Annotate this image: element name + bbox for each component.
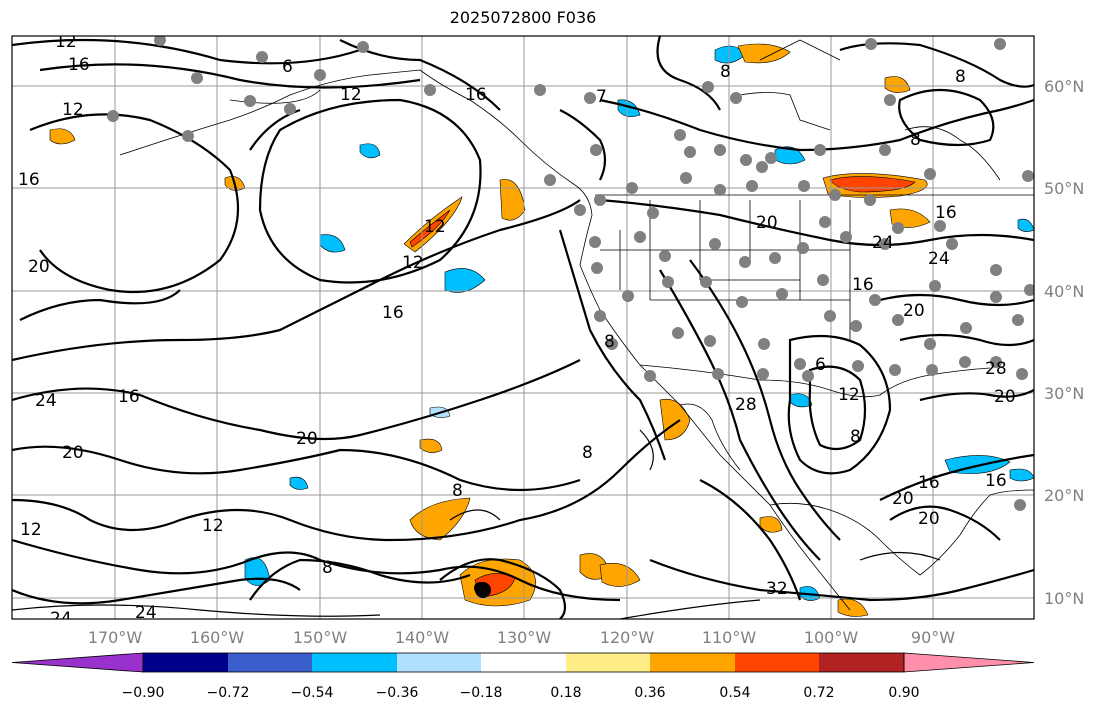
lon-tick-labels: 170°W 160°W 150°W 140°W 130°W 120°W 110°… [88, 628, 955, 647]
contour-label: 20 [918, 509, 940, 529]
colorbar-tick-label: −0.90 [122, 685, 165, 701]
contour-label: 16 [382, 303, 404, 323]
contour-label: 32 [766, 579, 788, 599]
contour-label: 8 [322, 558, 333, 578]
lon-tick-label: 110°W [702, 628, 757, 647]
contour-label: 16 [118, 387, 140, 407]
colorbar-segment [397, 653, 481, 672]
colorbar-tick-labels: −0.90 −0.72 −0.54 −0.36 −0.18 0.18 0.36 … [122, 685, 920, 701]
contour-label: 24 [872, 233, 894, 253]
contour-label: 28 [735, 395, 757, 415]
contour-label: 6 [282, 57, 293, 77]
contour-label: 20 [756, 213, 778, 233]
colorbar-tick-label: 0.36 [634, 685, 665, 701]
lon-tick-label: 120°W [600, 628, 655, 647]
contour-label: 12 [62, 100, 84, 120]
colorbar-tick-label: 0.72 [803, 685, 834, 701]
contour-label: 20 [892, 489, 914, 509]
colorbar-tick-label: 0.90 [888, 685, 919, 701]
colorbar-segment [566, 653, 650, 672]
contour-label: 8 [720, 62, 731, 82]
contour-label: 6 [815, 355, 826, 375]
contour-label: 7 [596, 87, 607, 107]
contour-label: 16 [68, 55, 90, 75]
colorbar-segment [735, 653, 819, 672]
lat-tick-label: 30°N [1044, 384, 1084, 403]
contour-label: 20 [28, 257, 50, 277]
contour-label: 16 [985, 471, 1007, 491]
contour-label: 24 [35, 391, 57, 411]
lat-tick-label: 50°N [1044, 179, 1084, 198]
contour-label: 20 [994, 387, 1016, 407]
contour-label: 16 [852, 275, 874, 295]
contour-label: 12 [340, 85, 362, 105]
colorbar-segment [481, 653, 566, 672]
colorbar-segment [228, 653, 312, 672]
contour-label: 16 [918, 473, 940, 493]
lat-tick-label: 10°N [1044, 589, 1084, 608]
contour-label: 28 [985, 359, 1007, 379]
contour-label: 8 [850, 427, 861, 447]
lat-tick-label: 60°N [1044, 77, 1084, 96]
contour-label: 8 [452, 481, 463, 501]
lat-tick-labels: 10°N 20°N 30°N 40°N 50°N 60°N [1044, 77, 1084, 608]
lon-tick-label: 160°W [190, 628, 245, 647]
map-frame [11, 35, 1035, 620]
colorbar-extend-low [11, 652, 144, 673]
colorbar [11, 652, 1035, 673]
lat-tick-label: 40°N [1044, 282, 1084, 301]
lon-tick-label: 90°W [911, 628, 955, 647]
colorbar-outline [142, 652, 905, 673]
contour-label: 12 [55, 32, 77, 52]
contour-lines [12, 36, 1034, 619]
contour-label: 16 [465, 85, 487, 105]
map-title: 2025072800 F036 [449, 8, 597, 27]
colorbar-tick-label: −0.36 [376, 685, 419, 701]
colorbar-segment [312, 653, 397, 672]
contour-labels: 12 16 12 16 6 12 16 7 8 8 8 12 16 20 16 … [18, 32, 1016, 629]
colorbar-extend-high [903, 652, 1035, 673]
contour-label: 20 [296, 429, 318, 449]
contour-label: 20 [62, 443, 84, 463]
contour-label: 8 [955, 67, 966, 87]
station-dots [107, 36, 1034, 511]
contour-label: 12 [202, 516, 224, 536]
contour-label: 20 [903, 301, 925, 321]
contour-label: 12 [20, 520, 42, 540]
contour-label: 24 [50, 609, 72, 629]
lon-tick-label: 150°W [293, 628, 348, 647]
colorbar-tick-label: 0.18 [550, 685, 581, 701]
contour-label: 16 [18, 170, 40, 190]
lon-tick-label: 140°W [395, 628, 450, 647]
colorbar-segment [650, 653, 735, 672]
center-marker [474, 582, 486, 594]
colorbar-segment [143, 653, 228, 672]
contour-label: 12 [402, 253, 424, 273]
lon-tick-label: 130°W [497, 628, 552, 647]
contour-label: 16 [935, 203, 957, 223]
map-background [12, 36, 1034, 619]
contour-label: 24 [135, 603, 157, 623]
colorbar-tick-label: −0.18 [460, 685, 503, 701]
contour-label: 12 [838, 385, 860, 405]
contour-label: 24 [928, 249, 950, 269]
lat-tick-label: 20°N [1044, 486, 1084, 505]
thin-contours [12, 429, 941, 619]
contour-label: 8 [604, 332, 615, 352]
colorbar-segment [819, 653, 904, 672]
colorbar-tick-label: −0.72 [207, 685, 250, 701]
lon-tick-label: 100°W [804, 628, 859, 647]
colorbar-tick-label: −0.54 [291, 685, 334, 701]
contour-label: 8 [910, 130, 921, 150]
lon-tick-label: 170°W [88, 628, 143, 647]
contour-label: 12 [424, 217, 446, 237]
colorbar-tick-label: 0.54 [719, 685, 750, 701]
contour-label: 8 [582, 443, 593, 463]
